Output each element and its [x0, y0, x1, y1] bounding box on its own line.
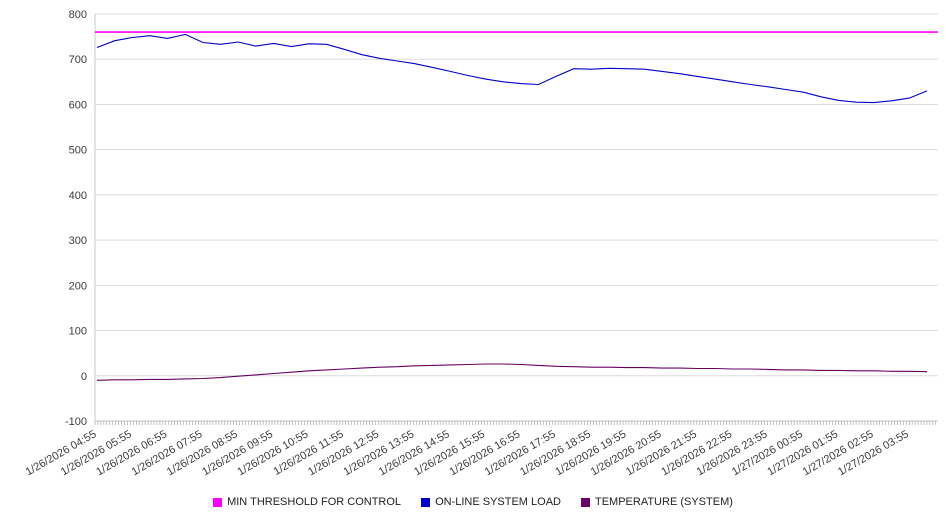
svg-text:400: 400 — [69, 190, 87, 202]
legend-item-min-threshold: MIN THRESHOLD FOR CONTROL — [213, 496, 401, 508]
legend-swatch-temperature-system-icon — [580, 497, 590, 507]
chart-legend: MIN THRESHOLD FOR CONTROL ON-LINE SYSTEM… — [0, 494, 946, 524]
svg-text:200: 200 — [69, 280, 87, 292]
legend-item-temperature-system: TEMPERATURE (SYSTEM) — [580, 496, 733, 508]
legend-item-online-system-load: ON-LINE SYSTEM LOAD — [421, 496, 561, 508]
legend-swatch-online-system-load-icon — [421, 497, 431, 507]
legend-swatch-min-threshold-icon — [213, 497, 223, 507]
series-line-2 — [96, 363, 928, 381]
svg-text:0: 0 — [81, 371, 87, 383]
svg-text:500: 500 — [69, 145, 87, 157]
y-gridlines — [95, 13, 938, 422]
legend-label-online-system-load: ON-LINE SYSTEM LOAD — [435, 496, 561, 508]
svg-text:600: 600 — [69, 99, 87, 111]
svg-text:100: 100 — [69, 326, 87, 338]
y-axis-labels: 800 700 600 500 400 300 200 100 0 -100 — [65, 9, 87, 428]
x-axis-minor-ticks — [94, 421, 937, 425]
svg-text:-100: -100 — [65, 416, 87, 428]
svg-text:800: 800 — [69, 9, 87, 21]
legend-label-min-threshold: MIN THRESHOLD FOR CONTROL — [227, 496, 402, 508]
svg-text:700: 700 — [69, 54, 87, 66]
svg-text:300: 300 — [69, 235, 87, 247]
x-axis-labels: 1/26/2026 04:551/26/2026 05:551/26/2026 … — [24, 428, 911, 478]
legend-label-temperature-system: TEMPERATURE (SYSTEM) — [594, 496, 733, 508]
series-line-1 — [96, 33, 928, 104]
